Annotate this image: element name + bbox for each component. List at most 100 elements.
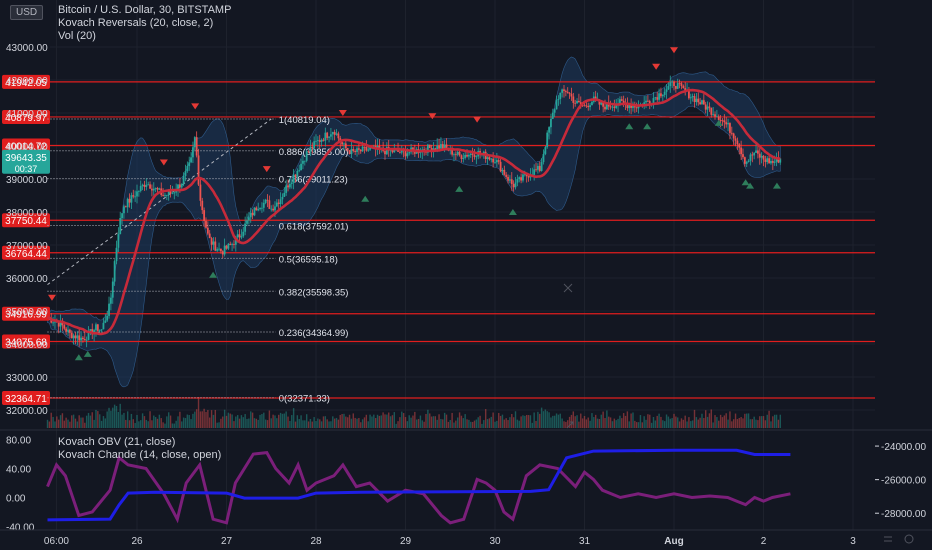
candle-body — [533, 169, 536, 175]
obv-y-tick: -24000.00 — [881, 442, 926, 453]
volume-bar — [406, 421, 409, 428]
candle-body — [536, 165, 539, 170]
volume-bar — [449, 420, 451, 428]
candle-body — [287, 185, 289, 188]
candle-body — [397, 149, 399, 152]
volume-bar — [175, 420, 177, 428]
candle-body — [773, 161, 776, 163]
candle-body — [175, 190, 178, 193]
support-resistance-lines[interactable]: 41942.05 40879.97 40014.72 37750.44 36764.44… — [2, 74, 875, 405]
volume-bar — [645, 419, 647, 428]
currency-badge[interactable]: USD — [10, 5, 44, 20]
candle-body — [328, 136, 330, 138]
volume-bar — [404, 417, 407, 428]
volume-bar — [773, 414, 776, 428]
candle-body — [177, 184, 179, 191]
volume-bar — [460, 415, 463, 428]
candle-body — [699, 102, 702, 105]
reversal-indicator-label[interactable]: Kovach Reversals (20, close, 2) — [58, 17, 214, 29]
expand-icon[interactable] — [565, 420, 575, 430]
candle-body — [277, 202, 280, 205]
candle-body — [522, 174, 524, 181]
candle-body — [147, 184, 150, 186]
candle-body — [255, 207, 258, 211]
candle-body — [658, 93, 660, 100]
y-tick-label: 32000.00 — [6, 406, 48, 417]
candle-body — [333, 131, 336, 135]
candle-body — [757, 150, 759, 154]
candle-body — [100, 329, 103, 331]
candle-body — [83, 339, 86, 341]
candle-body — [753, 152, 756, 156]
volume-bar — [80, 417, 82, 428]
chande-indicator-label[interactable]: Kovach Chande (14, close, open) — [58, 449, 222, 461]
candle-body — [182, 175, 185, 185]
sell-arrow-icon — [652, 63, 661, 70]
x-tick-label: 3 — [850, 536, 856, 547]
volume-bar — [766, 414, 768, 428]
symbol-title[interactable]: Bitcoin / U.S. Dollar, 30, BITSTAMP — [58, 4, 232, 16]
volume-bar — [194, 411, 196, 428]
candle-body — [702, 100, 705, 105]
volume-bar — [583, 416, 586, 428]
volume-bar — [520, 416, 522, 428]
volume-bar — [415, 419, 418, 428]
buy-arrow-icon — [83, 350, 92, 357]
candle-body — [313, 141, 316, 149]
candle-body — [348, 150, 351, 155]
volume-bar — [587, 417, 589, 428]
settings-icon[interactable] — [883, 534, 893, 544]
volume-bar — [287, 416, 289, 428]
candle-body — [615, 105, 618, 108]
candle-body — [190, 157, 192, 163]
candle-body — [721, 120, 724, 122]
candle-body — [574, 102, 577, 104]
buy-arrow-icon — [746, 182, 755, 189]
candle-body — [412, 147, 414, 150]
volume-bar — [429, 413, 431, 428]
volume-bar — [74, 418, 77, 428]
volume-bar — [102, 416, 105, 428]
candle-body — [482, 151, 485, 154]
volume-bar — [747, 413, 750, 428]
volume-bar — [688, 417, 690, 428]
volume-bar — [305, 414, 308, 428]
volume-bar — [542, 411, 545, 428]
volume-bar — [498, 412, 500, 428]
candle-body — [438, 145, 440, 149]
candle-body — [443, 144, 446, 149]
candle-body — [583, 105, 586, 107]
volume-bar — [350, 418, 353, 428]
clock-icon[interactable] — [904, 534, 914, 544]
candle-body — [156, 187, 159, 190]
candle-body — [561, 89, 564, 93]
volume-bar — [132, 419, 134, 428]
fibonacci-retracement[interactable]: 1(40819.04) 0.886(39856.00) 0.786(39011.23… — [47, 115, 349, 405]
volume-bar — [110, 410, 112, 428]
volume-bar — [274, 415, 276, 428]
candle-body — [206, 227, 209, 234]
volume-bar — [732, 419, 735, 428]
volume-indicator-label[interactable]: Vol (20) — [58, 30, 96, 42]
volume-bar — [315, 421, 317, 428]
volume-bar — [154, 417, 157, 428]
candle-body — [551, 112, 554, 119]
volume-bar — [307, 421, 310, 428]
zoom-icon[interactable] — [563, 283, 573, 293]
candle-body — [467, 154, 470, 157]
candle-body — [745, 161, 748, 164]
volume-bar — [240, 415, 243, 428]
candle-body — [192, 147, 194, 158]
candle-body — [660, 93, 662, 97]
volume-bar — [419, 415, 422, 428]
candle-body — [734, 138, 737, 141]
buy-arrow-icon — [741, 179, 750, 186]
volume-bar — [451, 412, 453, 428]
obv-indicator-label[interactable]: Kovach OBV (21, close) — [58, 436, 176, 448]
volume-bar — [69, 421, 71, 428]
volume-bar — [253, 418, 256, 428]
candle-body — [497, 160, 500, 162]
candle-body — [343, 143, 345, 145]
